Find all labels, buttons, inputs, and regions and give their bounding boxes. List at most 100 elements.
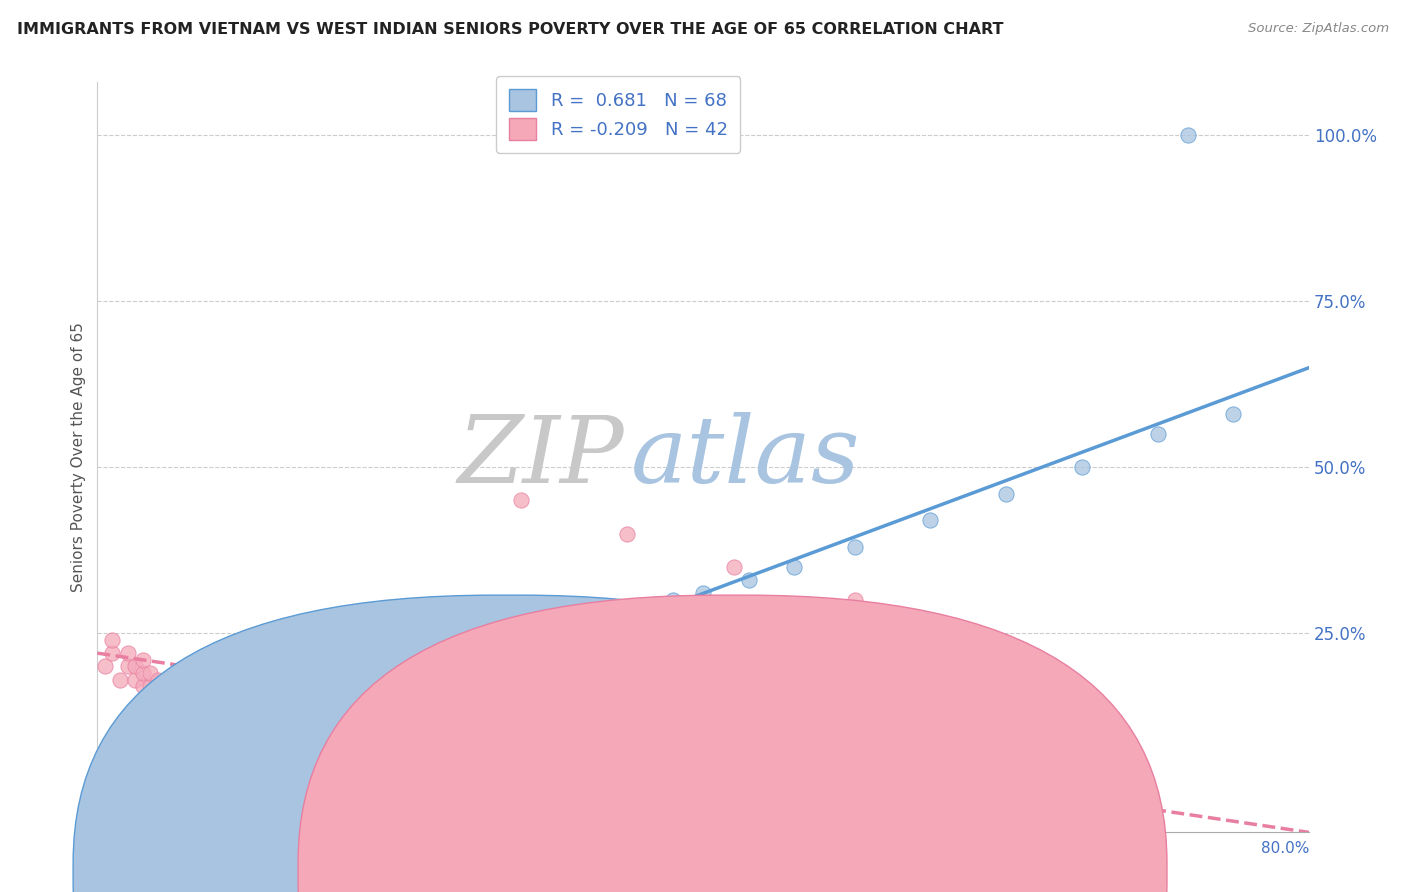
Point — [184, 732, 207, 747]
Point — [314, 686, 336, 700]
Point — [117, 746, 139, 760]
Point — [995, 487, 1018, 501]
Point — [389, 659, 412, 673]
Point — [616, 607, 638, 621]
Point — [495, 739, 517, 753]
Point — [343, 732, 366, 747]
Point — [193, 706, 215, 720]
Point — [692, 586, 714, 600]
Point — [139, 666, 162, 681]
Y-axis label: Seniors Poverty Over the Age of 65: Seniors Poverty Over the Age of 65 — [72, 322, 86, 592]
Point — [314, 726, 336, 740]
Point — [94, 746, 117, 760]
Point — [269, 719, 291, 733]
Point — [139, 732, 162, 747]
Text: 0.0%: 0.0% — [97, 841, 136, 856]
Point — [177, 692, 200, 706]
Point — [162, 713, 184, 727]
Point — [132, 746, 155, 760]
Point — [283, 726, 305, 740]
Point — [419, 653, 441, 667]
Point — [1177, 128, 1199, 143]
Point — [169, 699, 191, 714]
Point — [844, 593, 866, 607]
Point — [146, 673, 169, 687]
Point — [184, 719, 207, 733]
Point — [207, 706, 229, 720]
Point — [146, 739, 169, 753]
Point — [169, 719, 191, 733]
Point — [298, 686, 321, 700]
Point — [238, 713, 260, 727]
Point — [117, 659, 139, 673]
Point — [231, 719, 253, 733]
Point — [94, 659, 117, 673]
Point — [434, 646, 457, 660]
Point — [389, 732, 412, 747]
Point — [359, 673, 381, 687]
Point — [1146, 427, 1168, 442]
Point — [783, 559, 806, 574]
Point — [283, 692, 305, 706]
Point — [169, 732, 191, 747]
Point — [434, 739, 457, 753]
Point — [101, 646, 124, 660]
Point — [117, 646, 139, 660]
Point — [465, 619, 488, 633]
Point — [238, 713, 260, 727]
Point — [132, 739, 155, 753]
Point — [132, 726, 155, 740]
Point — [207, 726, 229, 740]
Point — [253, 719, 276, 733]
Point — [155, 679, 177, 693]
Text: atlas: atlas — [630, 412, 860, 502]
Point — [124, 739, 146, 753]
Point — [662, 593, 685, 607]
Text: Source: ZipAtlas.com: Source: ZipAtlas.com — [1249, 22, 1389, 36]
Point — [222, 713, 245, 727]
Point — [1222, 407, 1244, 421]
Point — [253, 706, 276, 720]
Point — [844, 540, 866, 554]
Point — [162, 726, 184, 740]
Point — [238, 699, 260, 714]
Point — [193, 706, 215, 720]
Point — [1070, 460, 1092, 475]
Point — [155, 692, 177, 706]
Legend: R =  0.681   N = 68, R = -0.209   N = 42: R = 0.681 N = 68, R = -0.209 N = 42 — [496, 76, 741, 153]
Text: Immigrants from Vietnam: Immigrants from Vietnam — [531, 865, 728, 880]
Point — [108, 673, 131, 687]
Point — [101, 746, 124, 760]
Point — [510, 493, 533, 508]
Point — [269, 699, 291, 714]
Point — [177, 706, 200, 720]
Point — [132, 653, 155, 667]
Point — [162, 739, 184, 753]
Point — [146, 726, 169, 740]
Point — [162, 699, 184, 714]
Point — [723, 559, 745, 574]
Point — [139, 719, 162, 733]
Point — [177, 726, 200, 740]
Point — [253, 692, 276, 706]
Point — [132, 679, 155, 693]
Point — [177, 713, 200, 727]
Point — [662, 746, 685, 760]
Point — [374, 666, 396, 681]
Point — [343, 679, 366, 693]
Point — [222, 726, 245, 740]
Point — [124, 673, 146, 687]
Point — [124, 726, 146, 740]
Point — [155, 732, 177, 747]
Point — [495, 632, 517, 647]
Point — [162, 686, 184, 700]
Point — [155, 719, 177, 733]
Point — [193, 699, 215, 714]
Point — [200, 719, 222, 733]
Point — [920, 513, 942, 527]
Point — [540, 619, 562, 633]
Point — [419, 607, 441, 621]
Text: IMMIGRANTS FROM VIETNAM VS WEST INDIAN SENIORS POVERTY OVER THE AGE OF 65 CORREL: IMMIGRANTS FROM VIETNAM VS WEST INDIAN S… — [17, 22, 1004, 37]
Point — [768, 752, 790, 766]
Point — [465, 640, 488, 654]
